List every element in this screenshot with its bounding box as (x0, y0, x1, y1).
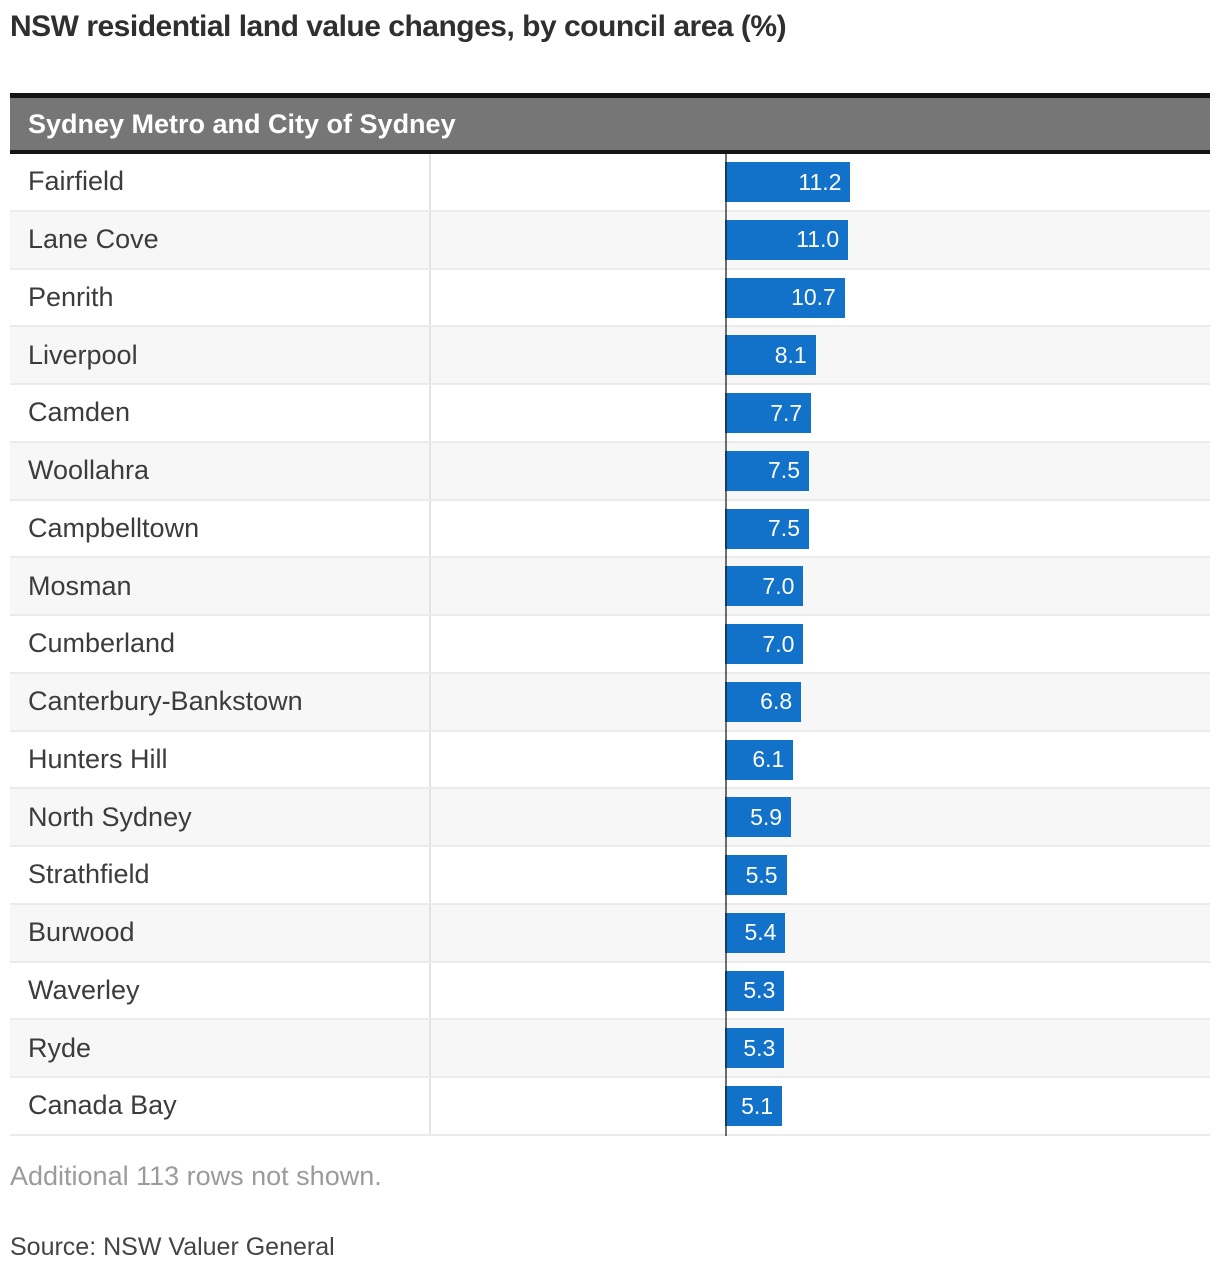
value-bar: 5.4 (725, 912, 786, 953)
council-label: Woollahra (10, 442, 431, 499)
value-bar: 11.0 (725, 219, 849, 260)
table-row: Fairfield 11.2 (10, 154, 1210, 212)
bar-value-label: 5.1 (741, 1092, 774, 1119)
bar-value-label: 7.5 (768, 457, 800, 484)
value-bar: 6.8 (725, 681, 802, 722)
council-label: North Sydney (10, 789, 431, 845)
value-bar: 7.0 (725, 624, 804, 664)
bar-cell: 5.4 (431, 905, 1210, 961)
table-row: Woollahra 7.5 (10, 442, 1210, 501)
council-label: Cumberland (10, 616, 431, 672)
bar-value-label: 8.1 (774, 341, 807, 368)
bar-cell: 7.0 (431, 558, 1210, 614)
table-row: North Sydney 5.9 (10, 789, 1210, 847)
value-bar: 8.1 (725, 335, 816, 376)
council-label: Canada Bay (10, 1078, 431, 1134)
bar-cell: 11.0 (431, 212, 1210, 268)
bar-cell: 5.5 (431, 847, 1210, 903)
bar-cell: 7.5 (431, 443, 1210, 499)
bar-value-label: 7.5 (768, 515, 800, 541)
table-row: Penrith 10.7 (10, 269, 1210, 328)
table-row: Canada Bay 5.1 (10, 1078, 1210, 1136)
council-label: Mosman (10, 558, 431, 614)
council-label: Ryde (10, 1020, 431, 1076)
table-row: Campbelltown 7.5 (10, 500, 1210, 559)
bar-cell: 5.1 (431, 1078, 1210, 1134)
table-row: Liverpool 8.1 (10, 327, 1210, 385)
council-label: Canterbury-Bankstown (10, 673, 431, 730)
council-label: Waverley (10, 962, 431, 1019)
bar-cell: 5.3 (431, 963, 1210, 1019)
bar-cell: 7.5 (431, 501, 1210, 557)
table-row: Waverley 5.3 (10, 962, 1210, 1021)
value-bar: 5.1 (725, 1086, 783, 1126)
zero-axis-line (725, 154, 727, 1136)
table-row: Hunters Hill 6.1 (10, 731, 1210, 790)
table-rows: Fairfield 11.2 Lane Cove 11.0 Penrith 10.7 Liv… (10, 154, 1210, 1136)
council-label: Hunters Hill (10, 731, 431, 788)
table-row: Mosman 7.0 (10, 558, 1210, 616)
bar-value-label: 6.8 (760, 688, 793, 715)
bar-value-label: 5.3 (743, 1034, 776, 1061)
bar-value-label: 10.7 (791, 284, 836, 310)
value-bar: 6.1 (725, 739, 794, 780)
value-bar: 5.3 (725, 1028, 785, 1069)
bar-value-label: 11.2 (798, 168, 842, 195)
bar-cell: 8.1 (431, 327, 1210, 383)
council-label: Camden (10, 385, 431, 441)
table-row: Cumberland 7.0 (10, 616, 1210, 674)
council-label: Strathfield (10, 847, 431, 903)
additional-rows-note: Additional 113 rows not shown. (10, 1161, 382, 1191)
bar-cell: 5.3 (431, 1020, 1210, 1076)
data-table: Sydney Metro and City of Sydney Fairfiel… (10, 93, 1210, 1136)
bar-value-label: 7.0 (762, 630, 795, 657)
council-label: Liverpool (10, 327, 431, 383)
group-header: Sydney Metro and City of Sydney (10, 93, 1210, 154)
bar-cell: 5.9 (431, 789, 1210, 845)
value-bar: 5.9 (725, 797, 792, 838)
table-row: Strathfield 5.5 (10, 847, 1210, 905)
bar-cell: 7.0 (431, 616, 1210, 672)
bar-cell: 10.7 (431, 270, 1210, 326)
council-label: Campbelltown (10, 500, 431, 557)
council-label: Penrith (10, 269, 431, 326)
chart-title: NSW residential land value changes, by c… (10, 10, 787, 43)
bar-value-label: 6.1 (752, 746, 785, 772)
source-credit: Source: NSW Valuer General (10, 1233, 335, 1261)
table-row: Canterbury-Bankstown 6.8 (10, 673, 1210, 732)
value-bar: 11.2 (725, 162, 851, 202)
council-label: Lane Cove (10, 211, 431, 268)
value-bar: 5.5 (725, 855, 787, 895)
value-bar: 5.3 (725, 970, 785, 1011)
value-bar: 7.0 (725, 566, 804, 607)
bar-value-label: 7.0 (762, 572, 795, 599)
value-bar: 7.5 (725, 450, 809, 491)
table-row: Lane Cove 11.0 (10, 211, 1210, 270)
bar-cell: 6.8 (431, 674, 1210, 730)
bar-cell: 7.7 (431, 385, 1210, 441)
council-label: Burwood (10, 904, 431, 961)
council-label: Fairfield (10, 154, 431, 210)
bar-value-label: 7.7 (770, 399, 803, 426)
value-bar: 7.7 (725, 393, 812, 433)
bar-value-label: 11.0 (796, 226, 840, 253)
bar-value-label: 5.4 (744, 919, 777, 946)
table-row: Camden 7.7 (10, 385, 1210, 443)
value-bar: 10.7 (725, 277, 845, 318)
bar-cell: 6.1 (431, 732, 1210, 788)
table-row: Burwood 5.4 (10, 904, 1210, 963)
table-row: Ryde 5.3 (10, 1020, 1210, 1078)
value-bar: 7.5 (725, 508, 809, 549)
bar-value-label: 5.5 (745, 861, 778, 888)
bar-cell: 11.2 (431, 154, 1210, 210)
bar-value-label: 5.9 (750, 803, 783, 830)
bar-value-label: 5.3 (743, 977, 776, 1003)
